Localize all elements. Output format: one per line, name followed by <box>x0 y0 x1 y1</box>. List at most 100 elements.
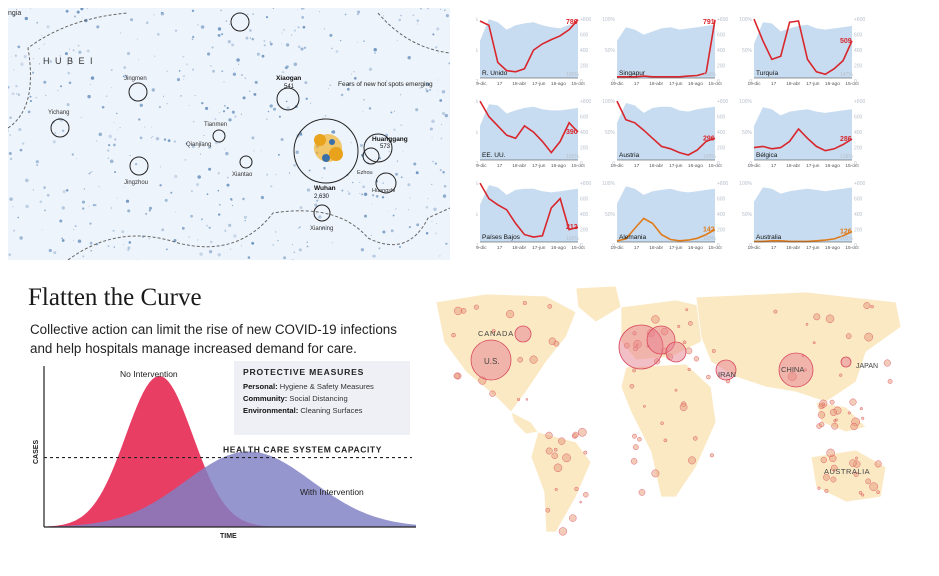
population-dot <box>331 242 333 244</box>
population-dot <box>425 88 427 90</box>
y-tick-right: 0 <box>717 79 720 85</box>
right-pct-label: 147% <box>840 72 853 78</box>
y-tick-right: 200 <box>854 64 863 70</box>
land-australia <box>810 449 887 503</box>
population-dot <box>435 46 438 49</box>
population-dot <box>240 74 244 77</box>
x-tick: 15-oct <box>708 163 722 169</box>
population-dot <box>296 9 298 11</box>
country-dot <box>651 469 660 478</box>
population-dot <box>109 159 114 164</box>
y-tick-right: +800 <box>580 99 591 105</box>
population-dot <box>431 220 433 222</box>
x-tick: 16-ago <box>688 245 703 251</box>
population-dot <box>425 89 429 93</box>
population-dot <box>293 251 296 254</box>
y-tick-right: 400 <box>717 130 726 136</box>
y-tick-right: 600 <box>854 33 863 39</box>
x-tick: 19-dic <box>476 81 487 87</box>
population-dot <box>73 239 75 241</box>
country-dot <box>551 452 558 460</box>
country-dot <box>849 459 857 467</box>
population-dot <box>207 52 211 56</box>
x-tick: 16-ago <box>688 81 703 87</box>
country-label: Turquía <box>756 70 779 77</box>
population-dot <box>378 247 381 250</box>
population-dot <box>362 111 364 113</box>
population-dot <box>80 7 84 11</box>
y-tick-right: 400 <box>854 130 863 136</box>
population-dot <box>13 69 15 71</box>
population-dot <box>343 80 345 82</box>
population-dot <box>400 176 403 179</box>
population-dot <box>15 84 18 88</box>
country-label: Alemania <box>619 234 646 241</box>
population-dot <box>98 185 100 188</box>
population-dot <box>139 103 143 107</box>
population-dot <box>321 177 323 179</box>
population-dot <box>440 8 442 10</box>
population-dot <box>214 118 217 121</box>
country-dot <box>545 431 553 440</box>
country-dot <box>451 332 456 338</box>
population-dot <box>227 176 229 179</box>
population-dot <box>113 143 116 147</box>
population-dot <box>190 190 193 193</box>
country-dot <box>820 456 827 464</box>
small-multiples-chart: 100%50%0+800600400200019-dic1718-abr17-j… <box>465 17 865 251</box>
bubble-us <box>470 339 512 381</box>
population-dot <box>229 197 233 201</box>
population-dot <box>206 193 209 196</box>
population-dot <box>390 229 394 233</box>
population-dot <box>9 116 12 119</box>
big-bubbles <box>470 324 852 388</box>
population-dot <box>233 68 234 70</box>
population-dot <box>408 209 410 211</box>
population-dot <box>73 15 77 18</box>
population-dot <box>95 140 98 142</box>
population-dot <box>94 204 97 206</box>
country-dot <box>553 447 558 452</box>
population-dot <box>227 40 231 44</box>
population-dot <box>116 197 118 199</box>
population-dot <box>302 25 306 29</box>
city-label-wuhan: Wuhan <box>314 185 336 192</box>
population-dot <box>306 188 311 192</box>
country-dot <box>847 411 851 415</box>
population-dot <box>247 256 251 259</box>
small-chart-3: 100%50%0+800600400200019-dic1718-abr17-j… <box>465 99 591 169</box>
population-dot <box>242 96 246 100</box>
measure-environmental-label: Environmental: <box>243 406 299 415</box>
population-dot <box>36 21 39 24</box>
x-tick: 17 <box>634 81 640 87</box>
population-dot <box>156 33 160 36</box>
capacity-label: HEALTH CARE SYSTEM CAPACITY <box>223 445 382 455</box>
population-dot <box>218 112 220 113</box>
population-dot <box>160 11 165 16</box>
population-dot <box>374 52 376 54</box>
population-dot <box>243 215 247 219</box>
population-dot <box>70 60 73 63</box>
country-dot <box>506 310 515 319</box>
population-dot <box>429 127 433 131</box>
population-dot <box>272 7 275 9</box>
population-dot <box>231 110 235 114</box>
population-dot <box>363 192 368 196</box>
population-dot <box>221 70 224 73</box>
y-tick-right: 600 <box>717 197 726 203</box>
population-dot <box>360 248 365 252</box>
population-dot <box>277 239 279 242</box>
x-tick: 18-abr <box>786 81 800 87</box>
population-dot <box>163 138 167 141</box>
series-label-with-intervention: With Intervention <box>300 487 364 497</box>
hubei-map: H U B E I ngia Fears of new hot spots em… <box>6 7 451 261</box>
population-dot <box>425 206 429 209</box>
population-dot <box>281 43 283 45</box>
population-dot <box>251 136 255 140</box>
population-dot <box>192 120 195 123</box>
right-pct-label: 100% <box>703 72 716 78</box>
population-dot <box>62 190 66 194</box>
population-dot <box>191 145 195 149</box>
city-label-xiantao: Xiantao <box>232 172 253 178</box>
